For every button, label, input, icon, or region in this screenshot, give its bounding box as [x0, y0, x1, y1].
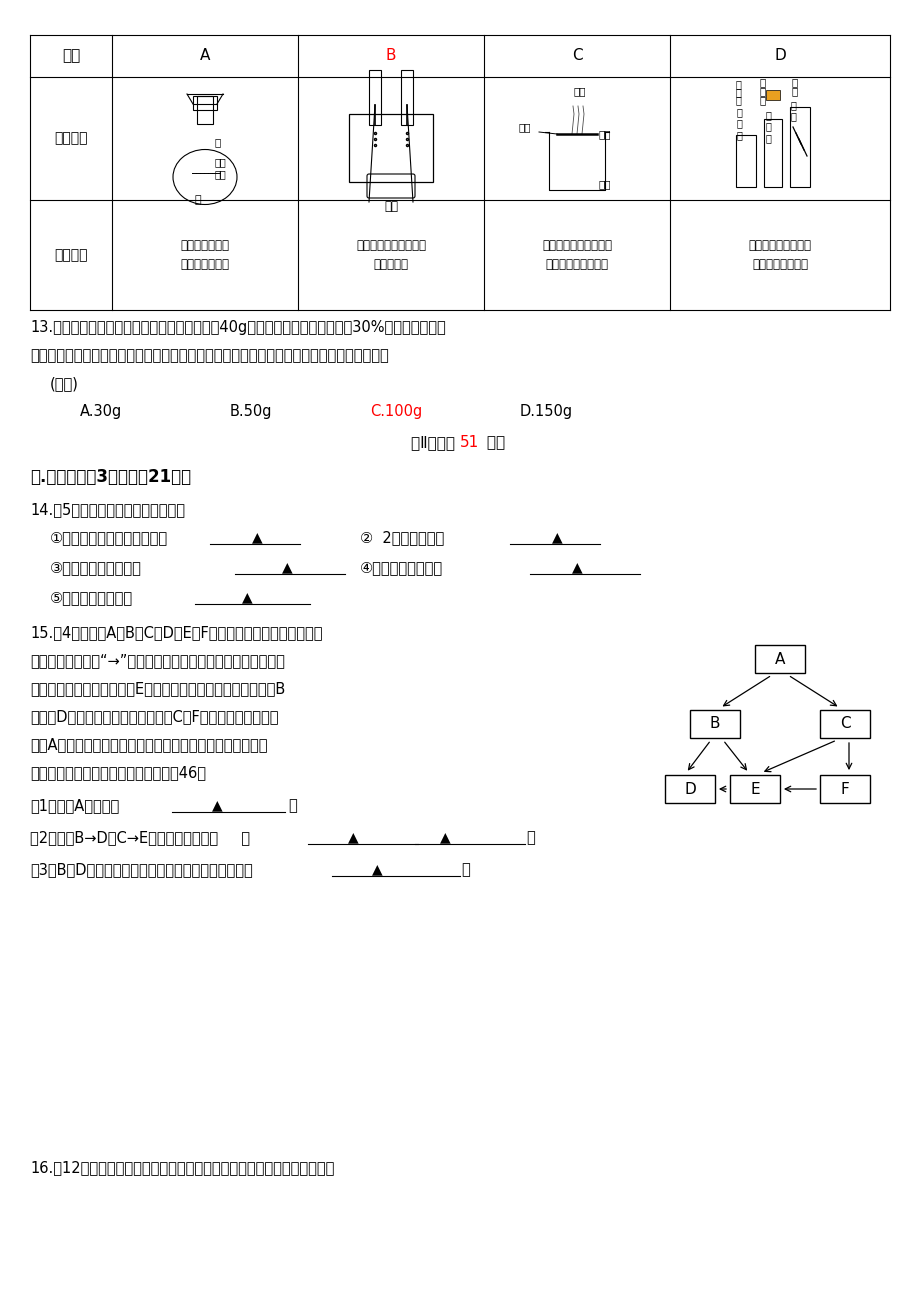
- Text: 红磷: 红磷: [573, 86, 586, 96]
- Text: （1）写出A的化学式: （1）写出A的化学式: [30, 798, 119, 812]
- Text: （3）B与D组成元素相同，但化学性质不同，其原因是: （3）B与D组成元素相同，但化学性质不同，其原因是: [30, 862, 253, 878]
- Text: ④铝土矿的主要成分: ④铝土矿的主要成分: [359, 560, 443, 575]
- Text: 第Ⅱ卷（共: 第Ⅱ卷（共: [411, 435, 460, 450]
- Bar: [789, 107, 809, 187]
- Text: 14.（5分）按下列要求写出化学符号: 14.（5分）按下列要求写出化学符号: [30, 503, 185, 517]
- Text: ▲: ▲: [252, 530, 262, 544]
- Text: D: D: [773, 48, 785, 64]
- Text: ▲: ▲: [551, 530, 562, 544]
- Text: 水: 水: [215, 137, 221, 147]
- Text: 证明铁生锈是水和氧
气共同作用的结果: 证明铁生锈是水和氧 气共同作用的结果: [748, 240, 811, 271]
- Bar: [819, 710, 869, 738]
- Text: 热水: 热水: [598, 178, 611, 189]
- Text: 物: 物: [735, 87, 741, 98]
- Text: 铜片: 铜片: [598, 129, 611, 139]
- Bar: [766, 90, 779, 100]
- Text: 。: 。: [460, 862, 470, 878]
- Text: 电源: 电源: [383, 201, 398, 214]
- Text: B: B: [385, 48, 396, 64]
- Text: ①地壳中含量最多的金属元素: ①地壳中含量最多的金属元素: [50, 530, 168, 546]
- Text: ▲: ▲: [572, 560, 582, 574]
- Bar: [735, 135, 755, 187]
- Text: 证明二氧化碗与
水反应生成碳酸: 证明二氧化碗与 水反应生成碳酸: [180, 240, 229, 271]
- Text: ▲: ▲: [439, 829, 450, 844]
- Text: 钉: 钉: [791, 86, 798, 96]
- Text: A: A: [199, 48, 210, 64]
- Text: 于可再生能源，其相对分子质量为46。: 于可再生能源，其相对分子质量为46。: [30, 766, 206, 780]
- Text: ▲: ▲: [242, 590, 253, 604]
- Text: (　　): ( ): [50, 376, 79, 391]
- Text: C: C: [571, 48, 582, 64]
- Text: 铁: 铁: [791, 77, 798, 87]
- Text: ②  2个碳酸根离子: ② 2个碳酸根离子: [359, 530, 444, 546]
- Text: 51: 51: [460, 435, 479, 450]
- Text: 实验设计: 实验设计: [54, 132, 87, 146]
- Text: B.50g: B.50g: [230, 404, 272, 419]
- Text: E: E: [749, 781, 759, 797]
- Bar: [197, 96, 213, 124]
- Text: 实验目的: 实验目的: [54, 247, 87, 262]
- Text: 馏: 馏: [759, 86, 766, 96]
- Text: ⑤生理盐水中的溶质: ⑤生理盐水中的溶质: [50, 590, 133, 605]
- Text: 证明水是由氢元素和氧
元素组成的: 证明水是由氢元素和氧 元素组成的: [356, 240, 425, 271]
- Bar: [348, 115, 433, 182]
- Text: C: C: [839, 716, 849, 732]
- Text: C.100g: C.100g: [369, 404, 422, 419]
- Bar: [689, 710, 739, 738]
- Text: 13.　有氮气、一氧化碗和二氧化碗的混合气体40g，其中碗元素的质量分数为30%。使该混合气体: 13. 有氮气、一氧化碗和二氧化碗的混合气体40g，其中碗元素的质量分数为30%…: [30, 320, 446, 335]
- Text: 分）: 分）: [482, 435, 505, 450]
- Text: 铁
钉: 铁 钉: [790, 100, 796, 121]
- Text: ▲: ▲: [347, 829, 358, 844]
- Text: 15.（4分）如图A、B、C、D、E、F都是我们已学过的含氧元素的: 15.（4分）如图A、B、C、D、E、F都是我们已学过的含氧元素的: [30, 625, 323, 641]
- Text: A: A: [774, 651, 784, 667]
- Text: 油: 油: [735, 95, 741, 105]
- Text: 证明可燃物燃烧需要氧
气与温度达到着火点: 证明可燃物燃烧需要氧 气与温度达到着火点: [541, 240, 611, 271]
- Text: D.150g: D.150g: [519, 404, 573, 419]
- Text: ▲: ▲: [211, 798, 222, 812]
- Bar: [754, 644, 804, 673]
- Text: 16.（12分）下图是实验室制取气体常用的装置，请根据提问回答有关问题: 16.（12分）下图是实验室制取气体常用的装置，请根据提问回答有关问题: [30, 1160, 334, 1174]
- Bar: [664, 775, 714, 803]
- Text: 蒸: 蒸: [759, 77, 766, 87]
- Text: （2）写出B→D和C→E的化学反应方程式     、: （2）写出B→D和C→E的化学反应方程式 、: [30, 829, 250, 845]
- Text: 。: 。: [288, 798, 297, 812]
- Bar: [819, 775, 869, 803]
- Text: 白磷: 白磷: [518, 122, 531, 132]
- Text: 及反应条件已略去。）E是单质，其它均是化合物。化合物B: 及反应条件已略去。）E是单质，其它均是化合物。化合物B: [30, 681, 285, 697]
- Text: D: D: [684, 781, 695, 797]
- Bar: [401, 70, 413, 125]
- Text: 选项: 选项: [62, 48, 80, 64]
- Text: 和D的组成元素相同。　化合物C和F的组成元素也相同。: 和D的组成元素相同。 化合物C和F的组成元素也相同。: [30, 710, 278, 724]
- Text: A是实验室常用的燃料，常温下为无色有气味的液体，属: A是实验室常用的燃料，常温下为无色有气味的液体，属: [30, 737, 267, 753]
- Text: F: F: [840, 781, 848, 797]
- Text: B: B: [709, 716, 720, 732]
- Text: 蒸
馏
水: 蒸 馏 水: [766, 109, 771, 143]
- Text: 二氧
化碳: 二氧 化碳: [215, 158, 226, 180]
- Text: 物质。（图中“→”表示物质转化关系，部分反应物、生成物: 物质。（图中“→”表示物质转化关系，部分反应物、生成物: [30, 654, 285, 668]
- Text: 植
物
油: 植 物 油: [736, 107, 742, 141]
- Text: 三.（本题包括3小题，入21分）: 三.（本题包括3小题，入21分）: [30, 467, 191, 486]
- Bar: [763, 118, 781, 187]
- Text: 山: 山: [195, 195, 201, 204]
- Text: ▲: ▲: [282, 560, 292, 574]
- Text: 植: 植: [735, 79, 741, 89]
- Text: 。: 。: [526, 829, 534, 845]
- Text: 通过足量的炁热氧化铁充分反应后。再将气体通入过量的石灰水中，能得到白色沉淠的质量为: 通过足量的炁热氧化铁充分反应后。再将气体通入过量的石灰水中，能得到白色沉淠的质量…: [30, 348, 389, 363]
- Bar: [369, 70, 380, 125]
- Bar: [193, 96, 217, 109]
- Text: A.30g: A.30g: [80, 404, 122, 419]
- Text: ③用于人工降雨的干冰: ③用于人工降雨的干冰: [50, 560, 142, 575]
- Text: 水: 水: [759, 95, 766, 105]
- Bar: [729, 775, 779, 803]
- Text: ▲: ▲: [371, 862, 382, 876]
